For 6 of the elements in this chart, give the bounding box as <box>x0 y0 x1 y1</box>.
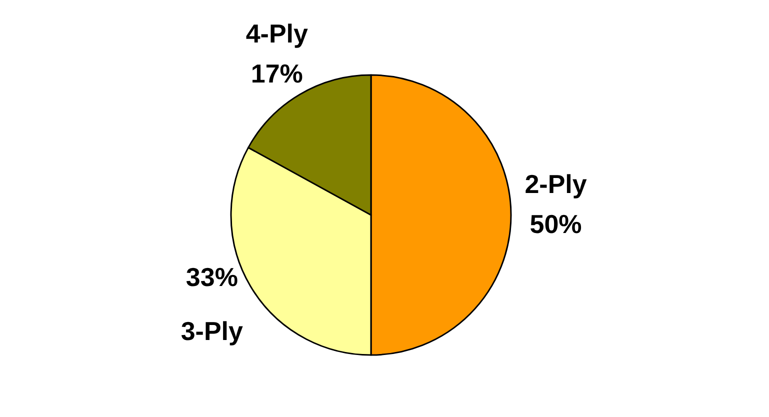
slice-label: 3-Ply <box>180 316 244 346</box>
slice-label: 4-Ply <box>246 18 309 48</box>
data-label: 33% <box>186 262 238 292</box>
data-label: 50% <box>530 209 582 239</box>
data-label: 17% <box>250 58 303 88</box>
slice-label: 2-Ply <box>524 169 588 199</box>
